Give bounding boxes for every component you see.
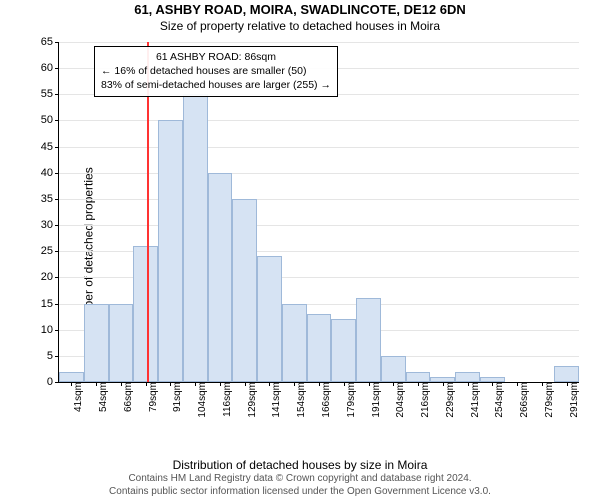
bar xyxy=(257,256,282,382)
x-tick-label: 129sqm xyxy=(243,382,258,418)
bar xyxy=(59,372,84,382)
chart-title: 61, ASHBY ROAD, MOIRA, SWADLINCOTE, DE12… xyxy=(0,2,600,17)
x-tick-label: 141sqm xyxy=(267,382,282,418)
annotation-line-1: 61 ASHBY ROAD: 86sqm xyxy=(101,50,331,64)
bar xyxy=(554,366,579,382)
chart-subtitle: Size of property relative to detached ho… xyxy=(0,19,600,33)
x-tick-label: 179sqm xyxy=(342,382,357,418)
bar xyxy=(109,304,134,382)
y-tick-label: 35 xyxy=(17,193,59,205)
x-tick-label: 204sqm xyxy=(391,382,406,418)
x-tick-label: 154sqm xyxy=(292,382,307,418)
x-tick-label: 191sqm xyxy=(367,382,382,418)
y-tick-label: 5 xyxy=(17,350,59,362)
y-tick-label: 60 xyxy=(17,62,59,74)
y-tick-label: 45 xyxy=(17,141,59,153)
bar xyxy=(232,199,257,382)
credit-line-2: Contains public sector information licen… xyxy=(0,486,600,499)
y-tick-label: 65 xyxy=(17,36,59,48)
x-tick-label: 241sqm xyxy=(466,382,481,418)
x-axis-label: Distribution of detached houses by size … xyxy=(0,458,600,472)
bar xyxy=(307,314,332,382)
x-tick-label: 291sqm xyxy=(565,382,580,418)
x-tick-label: 41sqm xyxy=(69,382,84,412)
bar xyxy=(84,304,109,382)
x-tick-label: 216sqm xyxy=(416,382,431,418)
x-tick-label: 79sqm xyxy=(144,382,159,412)
annotation-box: 61 ASHBY ROAD: 86sqm ← 16% of detached h… xyxy=(94,46,338,97)
bar xyxy=(406,372,431,382)
x-tick-label: 116sqm xyxy=(218,382,233,417)
bar xyxy=(282,304,307,382)
bar xyxy=(158,120,183,382)
y-tick-label: 0 xyxy=(17,376,59,388)
x-tick-label: 66sqm xyxy=(119,382,134,412)
bar xyxy=(133,246,158,382)
x-tick-label: 279sqm xyxy=(540,382,555,418)
bar xyxy=(381,356,406,382)
x-tick-label: 91sqm xyxy=(168,382,183,412)
y-tick-label: 50 xyxy=(17,114,59,126)
y-tick-label: 20 xyxy=(17,271,59,283)
x-tick-label: 104sqm xyxy=(193,382,208,418)
x-tick-label: 229sqm xyxy=(441,382,456,418)
credit-text: Contains HM Land Registry data © Crown c… xyxy=(0,473,600,498)
chart-container: 61, ASHBY ROAD, MOIRA, SWADLINCOTE, DE12… xyxy=(0,0,600,500)
bar xyxy=(331,319,356,382)
credit-line-1: Contains HM Land Registry data © Crown c… xyxy=(0,473,600,486)
x-tick-label: 254sqm xyxy=(490,382,505,418)
y-tick-label: 15 xyxy=(17,298,59,310)
x-tick-label: 166sqm xyxy=(317,382,332,418)
annotation-line-3: 83% of semi-detached houses are larger (… xyxy=(101,78,331,92)
y-tick-label: 40 xyxy=(17,167,59,179)
y-tick-label: 25 xyxy=(17,245,59,257)
y-tick-label: 10 xyxy=(17,324,59,336)
bar xyxy=(208,173,233,382)
bar xyxy=(356,298,381,382)
x-tick-label: 266sqm xyxy=(515,382,530,418)
plot-area: 0510152025303540455055606541sqm54sqm66sq… xyxy=(58,42,579,383)
bar xyxy=(183,94,208,382)
y-tick-label: 55 xyxy=(17,88,59,100)
y-tick-label: 30 xyxy=(17,219,59,231)
bar xyxy=(455,372,480,382)
x-tick-label: 54sqm xyxy=(94,382,109,412)
annotation-line-2: ← 16% of detached houses are smaller (50… xyxy=(101,64,331,78)
